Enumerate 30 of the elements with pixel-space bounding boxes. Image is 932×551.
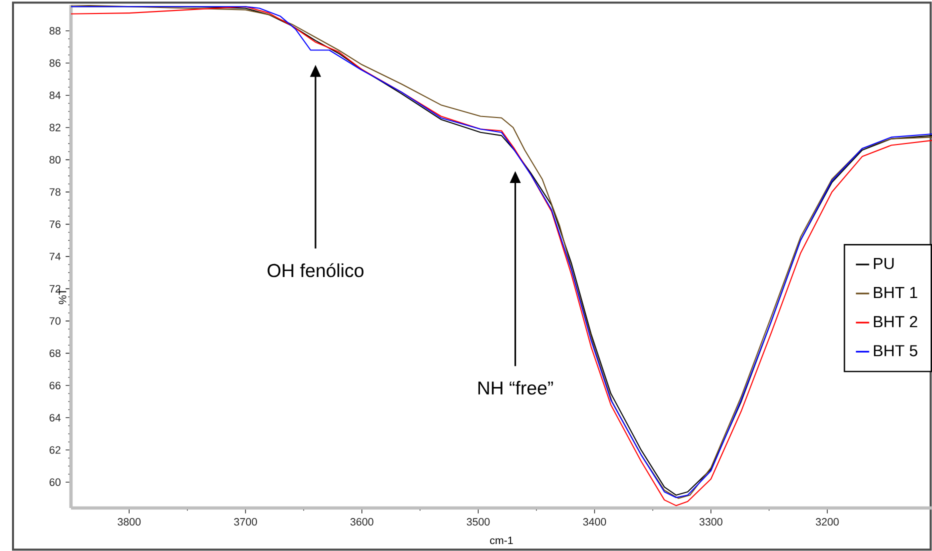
y-tick-label: 68 <box>50 349 60 358</box>
y-tick-label: 60 <box>50 478 61 486</box>
y-tick-label: 76 <box>50 220 60 228</box>
x-tick-label: 3600 <box>350 518 374 526</box>
x-tick-label: 3300 <box>699 518 722 526</box>
y-tick-label: 62 <box>50 446 60 454</box>
x-tick-label: 3800 <box>118 518 141 526</box>
y-tick-label: 64 <box>50 414 61 422</box>
y-axis-title: %T <box>58 288 66 304</box>
legend-label: BHT 2 <box>874 316 918 328</box>
y-tick-label: 70 <box>50 317 61 325</box>
y-tick-label: 72 <box>50 285 60 292</box>
legend-label: BHT 5 <box>874 345 918 356</box>
x-tick-label: 3400 <box>583 518 606 526</box>
y-tick-label: 84 <box>50 92 61 100</box>
y-tick-label: 82 <box>50 124 60 132</box>
y-tick-label: 66 <box>50 382 60 390</box>
y-tick-label: 80 <box>50 156 61 164</box>
x-axis-title: cm-1 <box>490 536 513 544</box>
y-tick-label: 74 <box>50 252 61 260</box>
annotation: OH fenólico <box>268 263 364 278</box>
x-tick-label: 3200 <box>816 518 839 526</box>
x-tick-label: 3500 <box>466 518 490 526</box>
y-tick-label: 86 <box>50 59 60 67</box>
y-tick-label: 88 <box>50 27 60 35</box>
legend-label: PU <box>874 258 894 270</box>
annotation: NH “free” <box>478 380 553 395</box>
legend-label: BHT 1 <box>874 287 918 298</box>
y-tick-label: 78 <box>50 188 60 196</box>
x-tick-label: 3700 <box>234 518 257 526</box>
